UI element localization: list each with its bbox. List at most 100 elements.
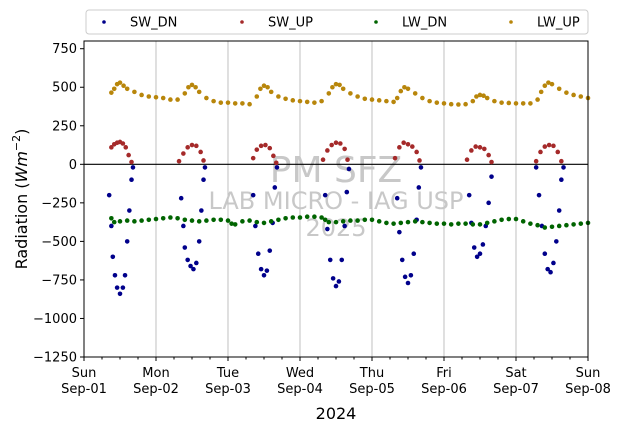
x-axis-title: 2024 [316,404,357,423]
data-point [271,153,276,159]
data-point [336,279,342,284]
data-point [276,94,281,99]
data-point [189,218,195,223]
data-point [513,101,519,106]
data-point [362,217,368,223]
data-point [196,239,202,244]
data-point [290,215,296,220]
data-point [240,219,245,224]
data-point [484,95,490,101]
data-point [191,266,196,272]
data-point [121,83,126,89]
data-point [536,192,542,198]
data-point [448,222,454,227]
data-point [528,221,533,226]
y-tick-label: −250 [41,196,77,211]
data-point [320,157,326,162]
data-point [342,146,347,152]
data-point [325,226,330,232]
data-point [489,159,494,165]
data-point [327,257,333,263]
data-point [408,273,414,278]
data-point [340,219,346,224]
data-point [122,273,128,278]
data-point [146,94,152,99]
data-point [120,285,126,290]
legend-label: SW_UP [268,16,313,31]
data-point [338,141,343,146]
data-point [124,239,130,244]
data-point [146,217,152,223]
data-point [486,200,491,206]
data-point [124,218,130,223]
data-point [258,143,264,149]
data-point [556,86,562,92]
x-tick-label-day: Sun [576,366,601,381]
x-tick-label-day: Fri [436,366,452,381]
watermark-line-1: PM SFZ [270,150,402,191]
data-point [355,218,360,223]
series-layer [106,80,591,297]
x-tick-label-day: Mon [142,366,169,381]
data-point [492,98,497,104]
data-point [542,144,548,149]
x-tick-label-date: Sep-07 [493,382,539,397]
data-point [304,214,310,220]
data-point [114,285,120,290]
data-point [556,208,562,213]
data-point [456,221,461,226]
data-point [132,89,137,95]
data-point [542,251,548,257]
data-point [194,260,199,266]
data-point [499,217,504,223]
data-point [330,276,336,281]
data-point [411,251,417,257]
data-point [571,222,576,227]
x-tick-label-date: Sep-08 [565,382,611,397]
y-tick-label: 750 [52,42,77,57]
data-point [398,220,404,226]
x-tick-label-day: Thu [359,366,384,381]
data-point [117,80,123,85]
data-point [229,221,234,226]
data-point [194,143,199,149]
data-point [261,273,267,278]
data-point [186,84,191,90]
legend-label: LW_UP [537,16,580,31]
data-point [506,100,512,106]
legend-label: LW_DN [402,16,447,31]
data-point [416,185,422,190]
data-point [261,83,267,89]
data-point [548,269,553,275]
data-point [466,192,472,198]
y-axis-title-unit: Wm [12,151,31,182]
data-point [402,84,407,90]
data-point [513,216,519,222]
data-point [346,166,352,172]
data-point [178,195,184,201]
data-point [474,94,479,99]
data-point [362,96,368,102]
data-point [470,222,476,227]
plot-area: PM SFZ LAB MICRO - IAG USP 2025 [83,40,591,358]
data-point [456,102,461,107]
x-axis: SunSep-01MonSep-02TueSep-03WedSep-04ThuS… [61,357,611,397]
data-point [520,219,526,224]
y-axis-title-close: ) [12,129,31,135]
data-point [185,145,190,150]
data-point [189,82,195,88]
data-point [559,158,564,164]
data-point [405,141,411,147]
data-point [182,217,188,223]
data-point [398,88,404,94]
data-point [434,221,440,226]
data-point [319,215,324,220]
data-point [126,152,131,158]
y-axis-title-main: Radiation ( [12,182,31,269]
data-point [392,155,398,161]
legend-marker [240,20,244,24]
data-point [253,223,258,229]
data-point [124,86,130,92]
series-sw-up [109,139,564,166]
